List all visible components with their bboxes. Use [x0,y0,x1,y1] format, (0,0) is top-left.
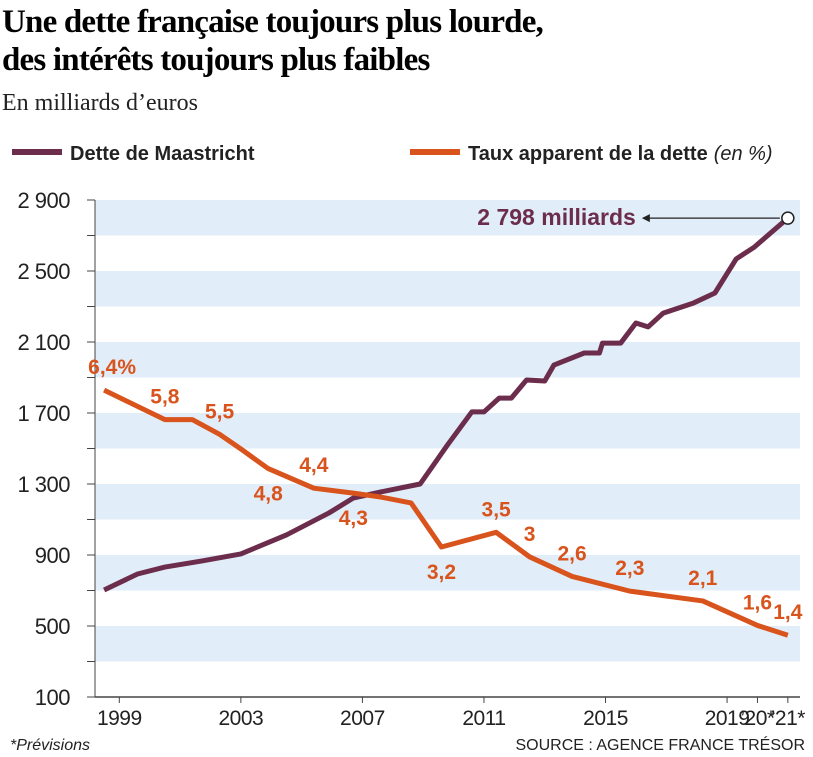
x-tick-label: 2007 [340,707,385,730]
chart-title: des intérêts toujours plus faibles [2,42,430,78]
x-tick-label: 1999 [97,707,142,730]
x-tick-label: 2015 [583,707,628,730]
y-tick-label: 1 300 [17,472,70,497]
end-point [781,211,795,225]
footnote: *Prévisions [10,737,90,754]
legend-label: Taux apparent de la dette (en %) [468,143,773,165]
data-label: 1,4 [773,601,803,624]
y-tick-label: 2 100 [17,330,70,355]
x-tick-label: 2019 [705,707,750,730]
data-label: 2,3 [615,557,644,580]
data-label: 3,5 [482,498,512,521]
y-tick-label: 100 [35,685,70,710]
line [103,387,789,638]
x-tick-label: 2003 [219,707,264,730]
x-tick-label: ’20* [740,707,775,730]
legend-unit: (en %) [714,143,773,165]
y-tick-label: 2 500 [17,259,70,284]
data-label: 5,5 [205,400,235,423]
chart-title: Une dette française toujours plus lourde… [2,4,543,40]
data-label: 6,4% [88,356,136,379]
data-label: 5,8 [150,386,180,409]
y-tick-label: 500 [35,614,70,639]
chart-subtitle: En milliards d’euros [2,90,198,116]
line [103,216,790,593]
data-label: 3 [524,523,536,546]
data-label: 2,6 [557,542,586,565]
x-tick-label: 2011 [462,707,505,730]
legend-name: Dette de Maastricht [70,143,255,165]
annotation: 2 798 milliards [477,204,636,230]
band [95,484,800,520]
data-label: 4,3 [339,507,368,530]
band [95,271,800,307]
y-tick-label: 1 700 [17,401,70,426]
x-tick-label: ’21* [771,707,806,730]
data-label: 3,2 [427,561,456,584]
arrow-head [641,214,650,223]
band [95,342,800,378]
band [95,626,800,662]
data-label: 4,4 [299,454,329,477]
source: SOURCE : AGENCE FRANCE TRÉSOR [515,735,805,754]
data-label: 1,6 [743,591,772,614]
legend-label: Dette de Maastricht [70,143,255,165]
legend-name: Taux apparent de la dette [468,143,708,165]
data-label: 4,8 [254,483,284,506]
y-tick-label: 900 [35,543,70,568]
data-label: 2,1 [688,567,718,590]
y-tick-label: 2 900 [17,188,70,213]
